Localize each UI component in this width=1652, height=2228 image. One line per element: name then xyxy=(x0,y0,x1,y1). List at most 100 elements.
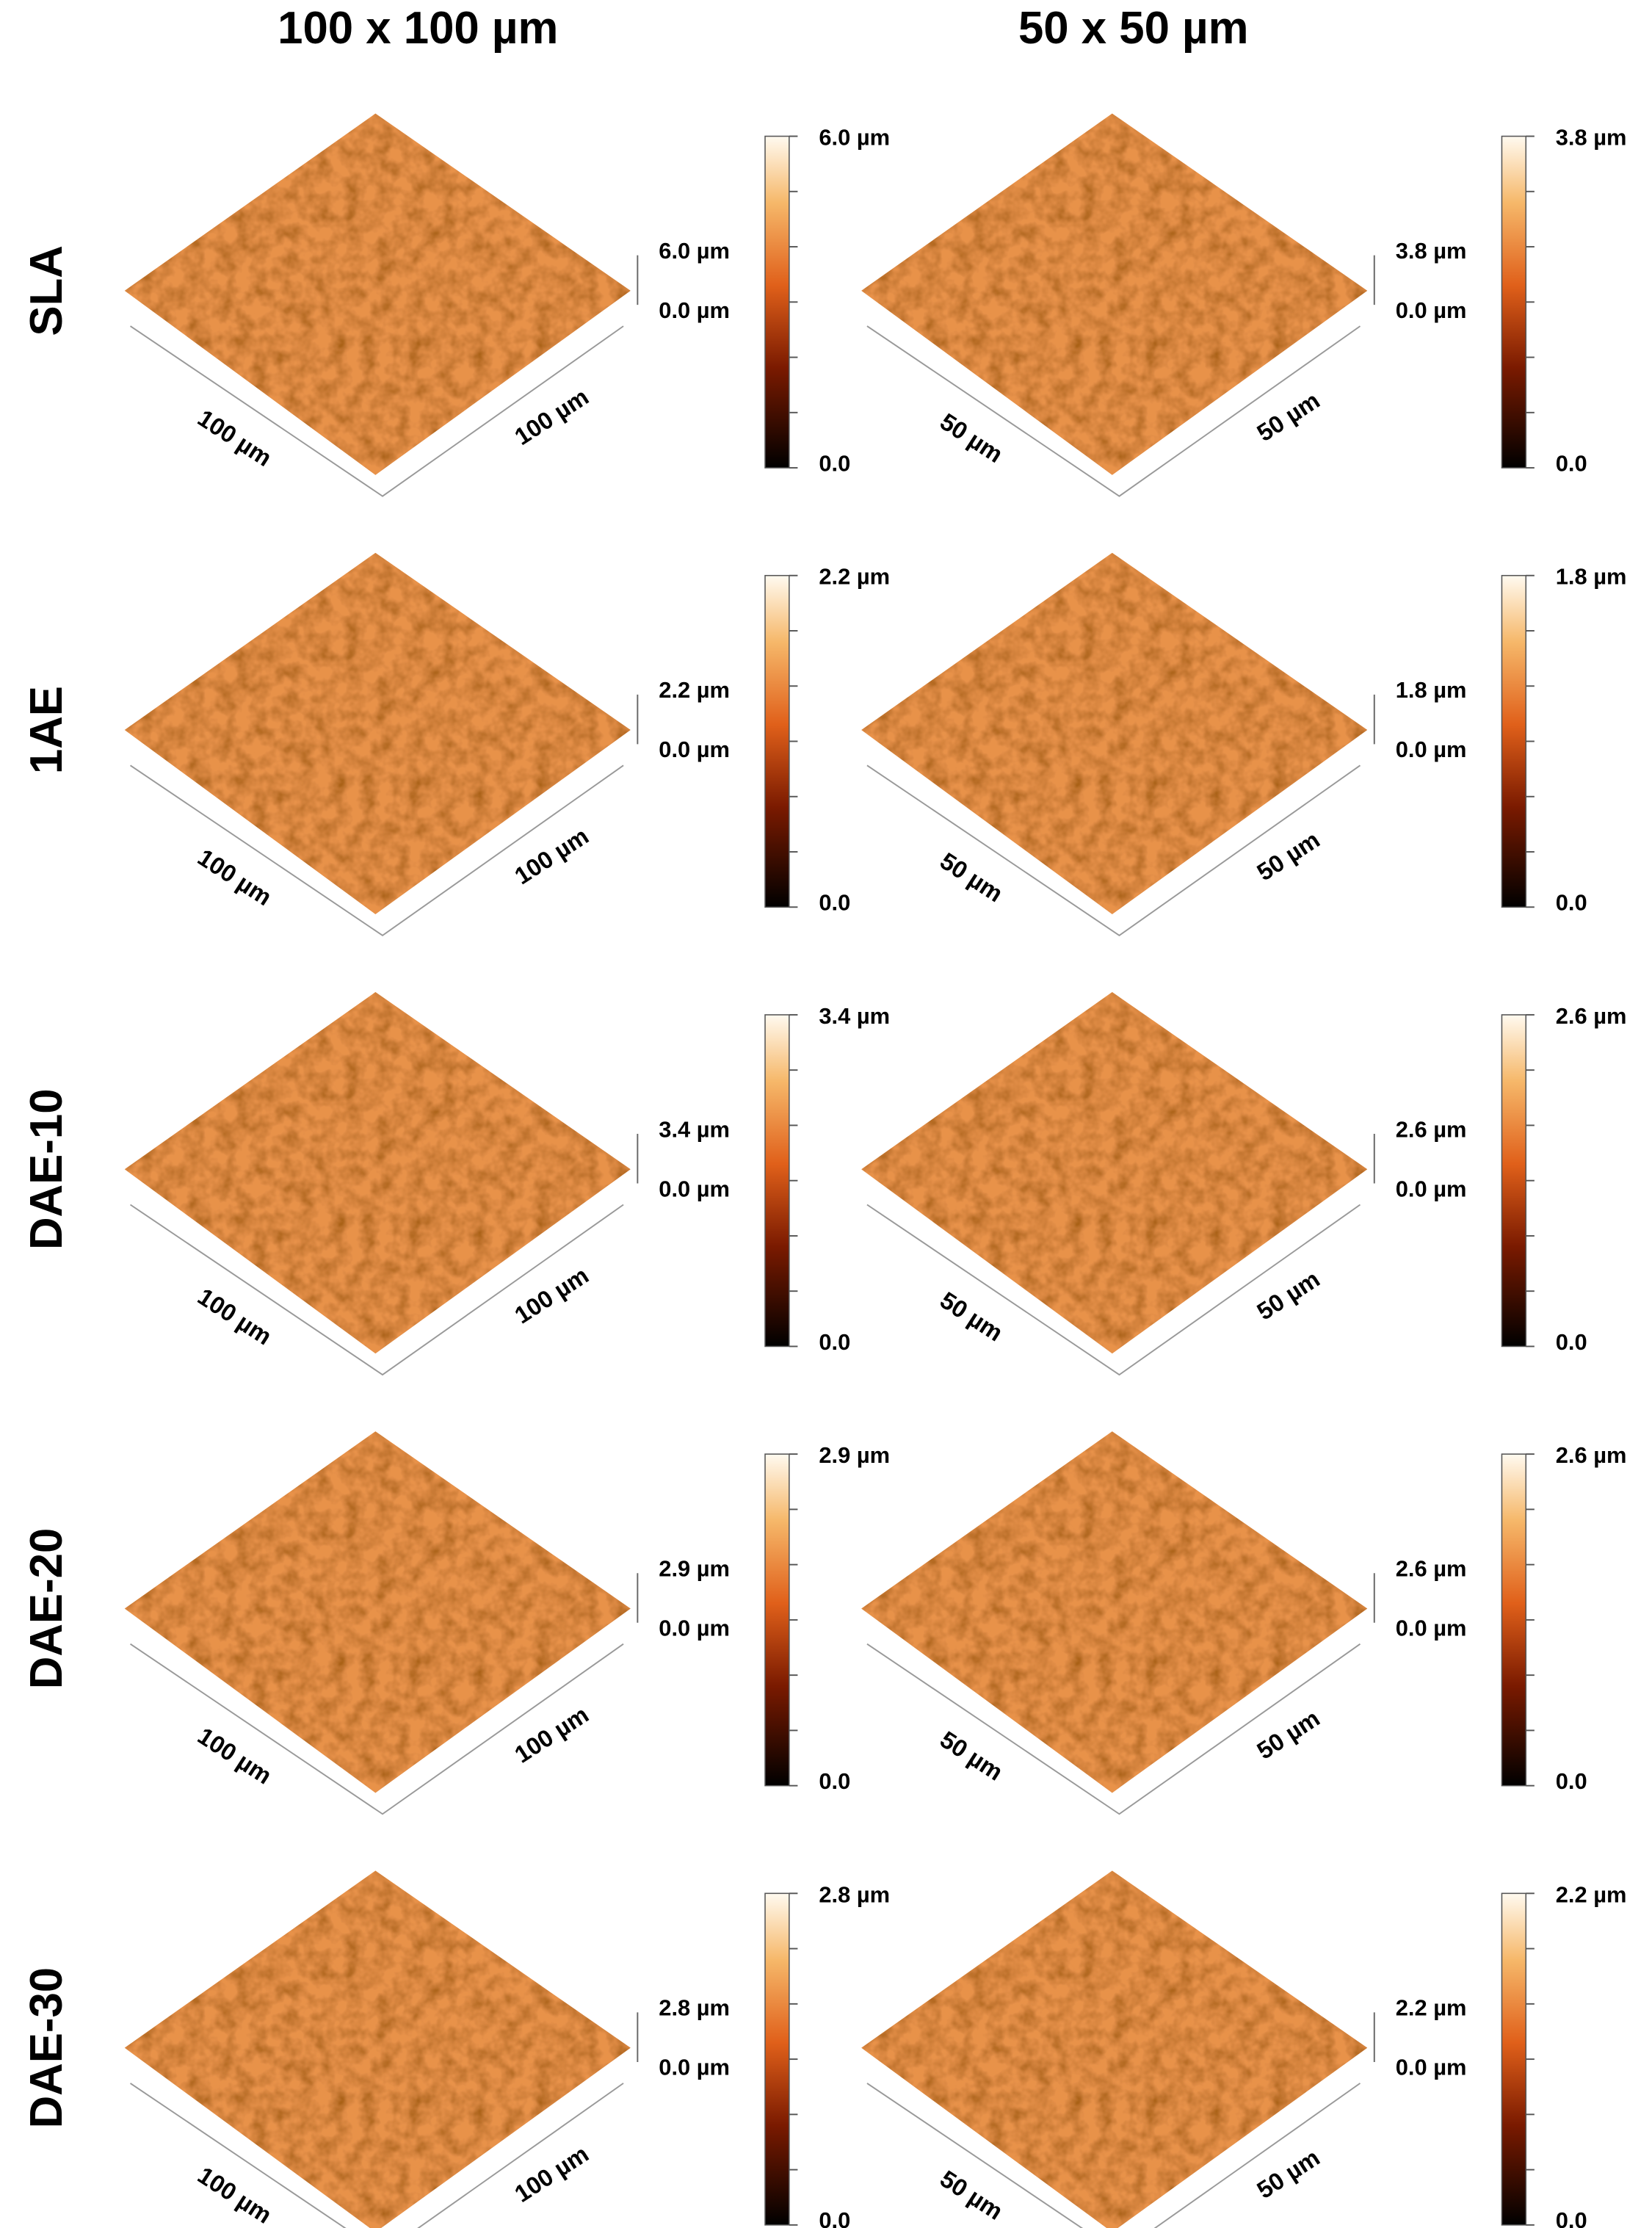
afm-panel: 100 µm 100 µm 2.9 µm 0.0 µm 2.9 µm 0.0 xyxy=(124,1431,890,1815)
surface-texture xyxy=(861,1870,1368,2228)
afm-panel: 50 µm 50 µm1.8 µm0.0 µm1.8 µm0.0 xyxy=(861,552,1627,937)
colorbar-min-label: 0.0 xyxy=(1556,2207,1587,2228)
colorbar xyxy=(764,1892,790,2226)
z-top-label: 2.6 µm xyxy=(1396,1556,1467,1582)
colorbar xyxy=(764,135,790,469)
colorbar-min-label: 0.0 xyxy=(1556,1329,1587,1355)
y-axis-label: 100 µm xyxy=(510,383,593,450)
colorbar-min-label: 0.0 xyxy=(819,1329,850,1355)
surface-texture xyxy=(861,992,1368,1354)
colorbar xyxy=(1501,135,1527,469)
y-axis-label: 100 µm xyxy=(510,1262,593,1329)
axis-frame xyxy=(866,325,1361,497)
colorbar-min-label: 0.0 xyxy=(1556,1768,1587,1794)
row-label: 1AE xyxy=(21,686,72,774)
x-axis-label: 100 µm xyxy=(193,2161,277,2228)
z-top-label: 2.2 µm xyxy=(1396,1995,1467,2021)
x-axis-label: 50 µm xyxy=(935,1286,1008,1346)
z-top-label: 2.8 µm xyxy=(659,1995,730,2021)
colorbar-min-label: 0.0 xyxy=(1556,890,1587,916)
axis-frame xyxy=(129,1204,624,1376)
surface-texture xyxy=(124,552,631,914)
afm-panel: 100 µm 100 µm 3.4 µm 0.0 µm 3.4 µm 0.0 xyxy=(124,992,890,1376)
z-bottom-label: 0.0 µm xyxy=(659,2055,730,2080)
z-bottom-label: 0.0 µm xyxy=(659,737,730,762)
axis-frame xyxy=(866,1643,1361,1815)
y-axis-label: 100 µm xyxy=(510,1701,593,1768)
z-bottom-label: 0.0 µm xyxy=(1396,1176,1467,1201)
afm-panel: 100 µm 100 µm 6.0 µm 0.0 µm 6.0 µm 0.0 xyxy=(124,113,890,497)
z-bottom-label: 0.0 µm xyxy=(659,1176,730,1201)
colorbar-max-label: 2.6 µm xyxy=(1556,1003,1627,1029)
row-label: DAE-10 xyxy=(21,1088,72,1250)
x-axis-label: 50 µm xyxy=(935,2165,1008,2225)
surface-texture xyxy=(124,113,631,475)
row-label: DAE-30 xyxy=(21,1967,72,2129)
row-label: SLA xyxy=(21,245,72,336)
colorbar xyxy=(764,574,790,908)
y-axis-label: 100 µm xyxy=(510,2140,593,2207)
z-bottom-label: 0.0 µm xyxy=(659,297,730,323)
z-bottom-label: 0.0 µm xyxy=(1396,297,1467,323)
colorbar-min-label: 0.0 xyxy=(819,450,850,476)
afm-panel: 100 µm 100 µm 2.8 µm 0.0 µm 2.8 µm 0.0 xyxy=(124,1870,890,2228)
column-header: 50 x 50 µm xyxy=(1018,3,1249,54)
z-top-label: 2.2 µm xyxy=(659,677,730,703)
axis-frame xyxy=(129,1643,624,1815)
y-axis-label: 100 µm xyxy=(510,822,593,889)
x-axis-label: 50 µm xyxy=(935,1726,1008,1786)
axis-frame xyxy=(866,2083,1361,2228)
colorbar-max-label: 3.4 µm xyxy=(819,1003,890,1029)
axis-frame xyxy=(129,325,624,497)
colorbar xyxy=(1501,1453,1527,1787)
z-top-label: 6.0 µm xyxy=(659,238,730,264)
z-top-label: 1.8 µm xyxy=(1396,677,1467,703)
axis-frame xyxy=(866,1204,1361,1376)
colorbar xyxy=(1501,1892,1527,2226)
z-bottom-label: 0.0 µm xyxy=(1396,2055,1467,2080)
axis-frame xyxy=(129,764,624,937)
afm-panel: 100 µm 100 µm 2.2 µm 0.0 µm 2.2 µm 0.0 xyxy=(124,552,890,937)
colorbar-max-label: 6.0 µm xyxy=(819,125,890,151)
surface-texture xyxy=(861,552,1368,914)
colorbar xyxy=(1501,574,1527,908)
x-axis-label: 100 µm xyxy=(193,1283,277,1350)
z-top-label: 2.9 µm xyxy=(659,1556,730,1582)
z-bottom-label: 0.0 µm xyxy=(1396,1616,1467,1641)
column-header: 100 x 100 µm xyxy=(278,3,558,54)
z-top-label: 2.6 µm xyxy=(1396,1116,1467,1142)
colorbar-max-label: 2.2 µm xyxy=(1556,1881,1627,1907)
axis-frame xyxy=(866,764,1361,937)
colorbar xyxy=(764,1453,790,1787)
afm-panel: 50 µm 50 µm3.8 µm0.0 µm3.8 µm0.0 xyxy=(861,113,1627,497)
x-axis-label: 50 µm xyxy=(935,847,1008,907)
colorbar-max-label: 2.6 µm xyxy=(1556,1442,1627,1468)
afm-panel: 50 µm 50 µm2.2 µm0.0 µm2.2 µm0.0 xyxy=(861,1870,1626,2228)
row-label: DAE-20 xyxy=(21,1528,72,1690)
x-axis-label: 100 µm xyxy=(193,1722,277,1790)
afm-panel: 50 µm 50 µm2.6 µm0.0 µm2.6 µm0.0 xyxy=(861,1431,1627,1815)
x-axis-label: 50 µm xyxy=(935,408,1008,468)
axis-frame xyxy=(129,2083,624,2228)
surface-texture xyxy=(124,992,631,1354)
z-bottom-label: 0.0 µm xyxy=(659,1616,730,1641)
colorbar-max-label: 3.8 µm xyxy=(1556,125,1627,151)
surface-texture xyxy=(124,1431,631,1793)
colorbar-max-label: 2.8 µm xyxy=(819,1881,890,1907)
colorbar xyxy=(1501,1014,1527,1348)
colorbar-min-label: 0.0 xyxy=(819,890,850,916)
colorbar-max-label: 1.8 µm xyxy=(1556,564,1627,590)
colorbar-min-label: 0.0 xyxy=(1556,450,1587,476)
colorbar-max-label: 2.9 µm xyxy=(819,1442,890,1468)
colorbar-min-label: 0.0 xyxy=(819,1768,850,1794)
x-axis-label: 100 µm xyxy=(193,843,277,911)
colorbar-max-label: 2.2 µm xyxy=(819,564,890,590)
colorbar xyxy=(764,1014,790,1348)
x-axis-label: 100 µm xyxy=(193,404,277,471)
surface-texture xyxy=(861,1431,1368,1793)
colorbar-min-label: 0.0 xyxy=(819,2207,850,2228)
surface-texture xyxy=(861,113,1368,475)
z-top-label: 3.8 µm xyxy=(1396,238,1467,264)
surface-texture xyxy=(124,1870,631,2228)
